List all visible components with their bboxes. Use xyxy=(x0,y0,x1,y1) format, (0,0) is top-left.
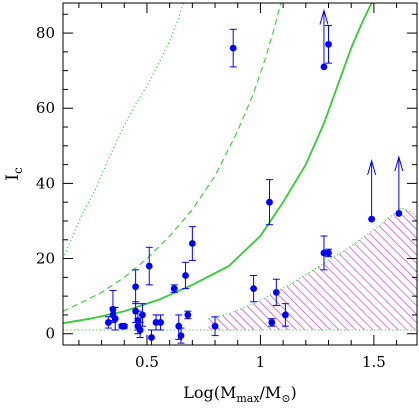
plot-frame xyxy=(62,2,418,346)
y-axis-label-sub: c xyxy=(11,167,25,174)
data-point xyxy=(319,8,329,71)
data-point xyxy=(111,306,119,331)
x-tick-label: 1.5 xyxy=(362,353,386,371)
data-point xyxy=(272,278,280,307)
point-marker xyxy=(184,311,192,319)
data-point xyxy=(138,303,146,327)
y-tick-label: 20 xyxy=(36,250,55,268)
point-marker xyxy=(325,40,332,48)
point-marker xyxy=(136,326,144,334)
curve-layer xyxy=(63,3,373,325)
data-point xyxy=(188,226,196,261)
point-marker xyxy=(182,272,189,279)
data-point xyxy=(145,246,153,286)
x-tick-label: 0.5 xyxy=(135,353,159,371)
x-axis-label: Log(Mmax/M⊙) xyxy=(183,383,297,405)
data-point xyxy=(157,314,165,331)
point-marker xyxy=(266,198,273,206)
point-marker xyxy=(211,322,219,330)
plot-area xyxy=(63,3,417,345)
data-point xyxy=(148,329,155,345)
hatched-region-boundary xyxy=(208,207,417,320)
data-point xyxy=(136,321,144,338)
point-marker xyxy=(325,249,332,257)
x-axis-label-mid: /M xyxy=(260,383,282,402)
point-marker xyxy=(320,63,328,71)
data-point xyxy=(266,179,273,226)
data-point xyxy=(268,318,276,327)
point-marker xyxy=(272,288,280,296)
arrow-head xyxy=(367,159,377,175)
point-layer xyxy=(104,8,404,345)
point-marker xyxy=(148,334,155,341)
data-point xyxy=(120,322,128,330)
point-marker xyxy=(139,311,146,319)
data-point xyxy=(250,274,258,303)
point-marker xyxy=(188,240,196,247)
data-point xyxy=(132,269,140,305)
data-point xyxy=(177,327,185,344)
point-marker xyxy=(111,315,119,323)
data-point xyxy=(211,316,219,337)
point-marker xyxy=(132,283,140,291)
arrow-head xyxy=(394,155,404,172)
arrow-head xyxy=(319,8,329,25)
data-point xyxy=(229,28,237,68)
point-marker xyxy=(268,319,276,326)
y-tick-label: 60 xyxy=(36,99,55,117)
point-marker xyxy=(157,319,164,326)
data-point xyxy=(182,261,190,290)
tick-layer: 0.5 1 1.5 0 20 40 60 80 xyxy=(36,3,417,371)
point-marker xyxy=(145,262,153,270)
point-marker xyxy=(281,311,289,319)
point-marker xyxy=(177,332,185,340)
data-point xyxy=(170,284,178,293)
x-tick-label: 1 xyxy=(256,353,266,371)
y-axis-label-main: I xyxy=(3,174,23,181)
hatch-layer xyxy=(63,207,417,331)
data-point xyxy=(109,290,117,322)
y-tick-label: 0 xyxy=(45,325,55,343)
point-marker xyxy=(120,322,128,330)
x-axis-label-sub-sun: ⊙ xyxy=(281,392,290,405)
data-point xyxy=(394,155,404,217)
data-point xyxy=(184,310,192,320)
data-point xyxy=(325,25,332,64)
point-marker xyxy=(229,44,237,52)
data-point xyxy=(281,303,289,327)
curve-dotted xyxy=(63,3,184,259)
y-tick-label: 40 xyxy=(36,174,55,192)
hatched-region xyxy=(208,207,417,330)
x-axis-label-pre: Log(M xyxy=(183,383,236,402)
curve-solid xyxy=(63,3,373,325)
x-axis-label-sub-max: max xyxy=(236,392,260,405)
point-marker xyxy=(395,210,403,217)
point-marker xyxy=(368,215,376,223)
point-marker xyxy=(250,285,258,293)
y-tick-label: 80 xyxy=(36,24,55,42)
x-axis-label-post: ) xyxy=(291,383,297,402)
data-point xyxy=(367,159,377,223)
y-axis-label: Ic xyxy=(3,167,25,181)
data-point xyxy=(325,248,332,258)
curve-dashed xyxy=(63,3,282,312)
point-marker xyxy=(170,285,178,293)
